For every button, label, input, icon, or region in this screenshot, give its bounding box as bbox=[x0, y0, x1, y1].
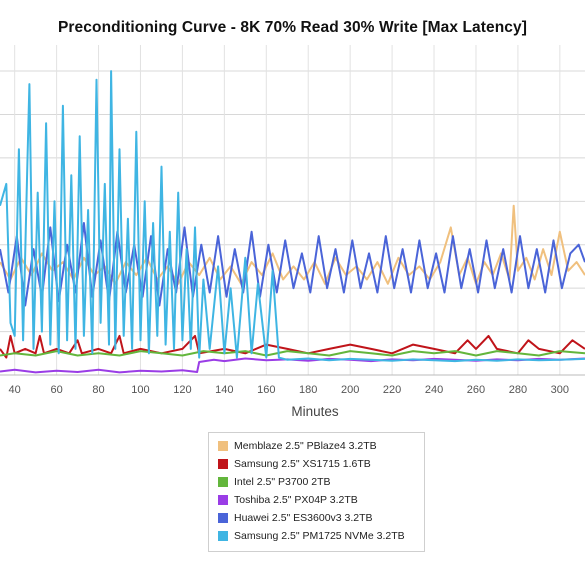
x-tick-label: 100 bbox=[131, 384, 149, 396]
x-tick-label: 140 bbox=[215, 384, 233, 396]
legend-item: Toshiba 2.5" PX04P 3.2TB bbox=[218, 493, 358, 507]
x-tick-label: 260 bbox=[467, 384, 485, 396]
x-tick-label: 180 bbox=[299, 384, 317, 396]
chart-plot: 40 60 80 100 120 140 160 180 200 220 240 260 280 300 bbox=[0, 45, 585, 396]
legend-label: Intel 2.5" P3700 2TB bbox=[234, 476, 331, 488]
legend-item: Samsung 2.5" XS1715 1.6TB bbox=[218, 457, 371, 471]
legend-item: Memblaze 2.5" PBlaze4 3.2TB bbox=[218, 439, 377, 453]
legend: Memblaze 2.5" PBlaze4 3.2TB Samsung 2.5" … bbox=[208, 432, 425, 552]
legend-label: Toshiba 2.5" PX04P 3.2TB bbox=[234, 494, 358, 506]
chart-title: Preconditioning Curve - 8K 70% Read 30% … bbox=[57, 19, 527, 36]
legend-label: Samsung 2.5" XS1715 1.6TB bbox=[234, 458, 371, 470]
legend-swatch bbox=[218, 495, 228, 505]
series-lines bbox=[0, 70, 585, 374]
x-tick-label: 280 bbox=[509, 384, 527, 396]
legend-swatch bbox=[218, 459, 228, 469]
legend-item: Samsung 2.5" PM1725 NVMe 3.2TB bbox=[218, 529, 405, 543]
x-tick-label: 60 bbox=[50, 384, 62, 396]
legend-label: Memblaze 2.5" PBlaze4 3.2TB bbox=[234, 440, 377, 452]
x-tick-label: 200 bbox=[341, 384, 359, 396]
x-axis: 40 60 80 100 120 140 160 180 200 220 240 260 280 300 bbox=[0, 374, 585, 396]
series-line-5 bbox=[0, 70, 585, 363]
x-tick-label: 240 bbox=[425, 384, 443, 396]
x-tick-label: 120 bbox=[173, 384, 191, 396]
legend-item: Intel 2.5" P3700 2TB bbox=[218, 475, 331, 489]
series-line-2 bbox=[0, 350, 585, 357]
legend-swatch bbox=[218, 441, 228, 451]
legend-swatch bbox=[218, 531, 228, 541]
x-axis-label: Minutes bbox=[291, 404, 339, 419]
x-tick-label: 160 bbox=[257, 384, 275, 396]
legend-swatch bbox=[218, 477, 228, 487]
legend-label: Samsung 2.5" PM1725 NVMe 3.2TB bbox=[234, 530, 405, 542]
x-tick-label: 220 bbox=[383, 384, 401, 396]
x-tick-label: 300 bbox=[551, 384, 569, 396]
series-line-4 bbox=[0, 222, 585, 307]
legend-item: Huawei 2.5" ES3600v3 3.2TB bbox=[218, 511, 373, 525]
legend-label: Huawei 2.5" ES3600v3 3.2TB bbox=[234, 512, 373, 524]
x-tick-label: 80 bbox=[92, 384, 104, 396]
legend-swatch bbox=[218, 513, 228, 523]
x-tick-label: 40 bbox=[9, 384, 21, 396]
